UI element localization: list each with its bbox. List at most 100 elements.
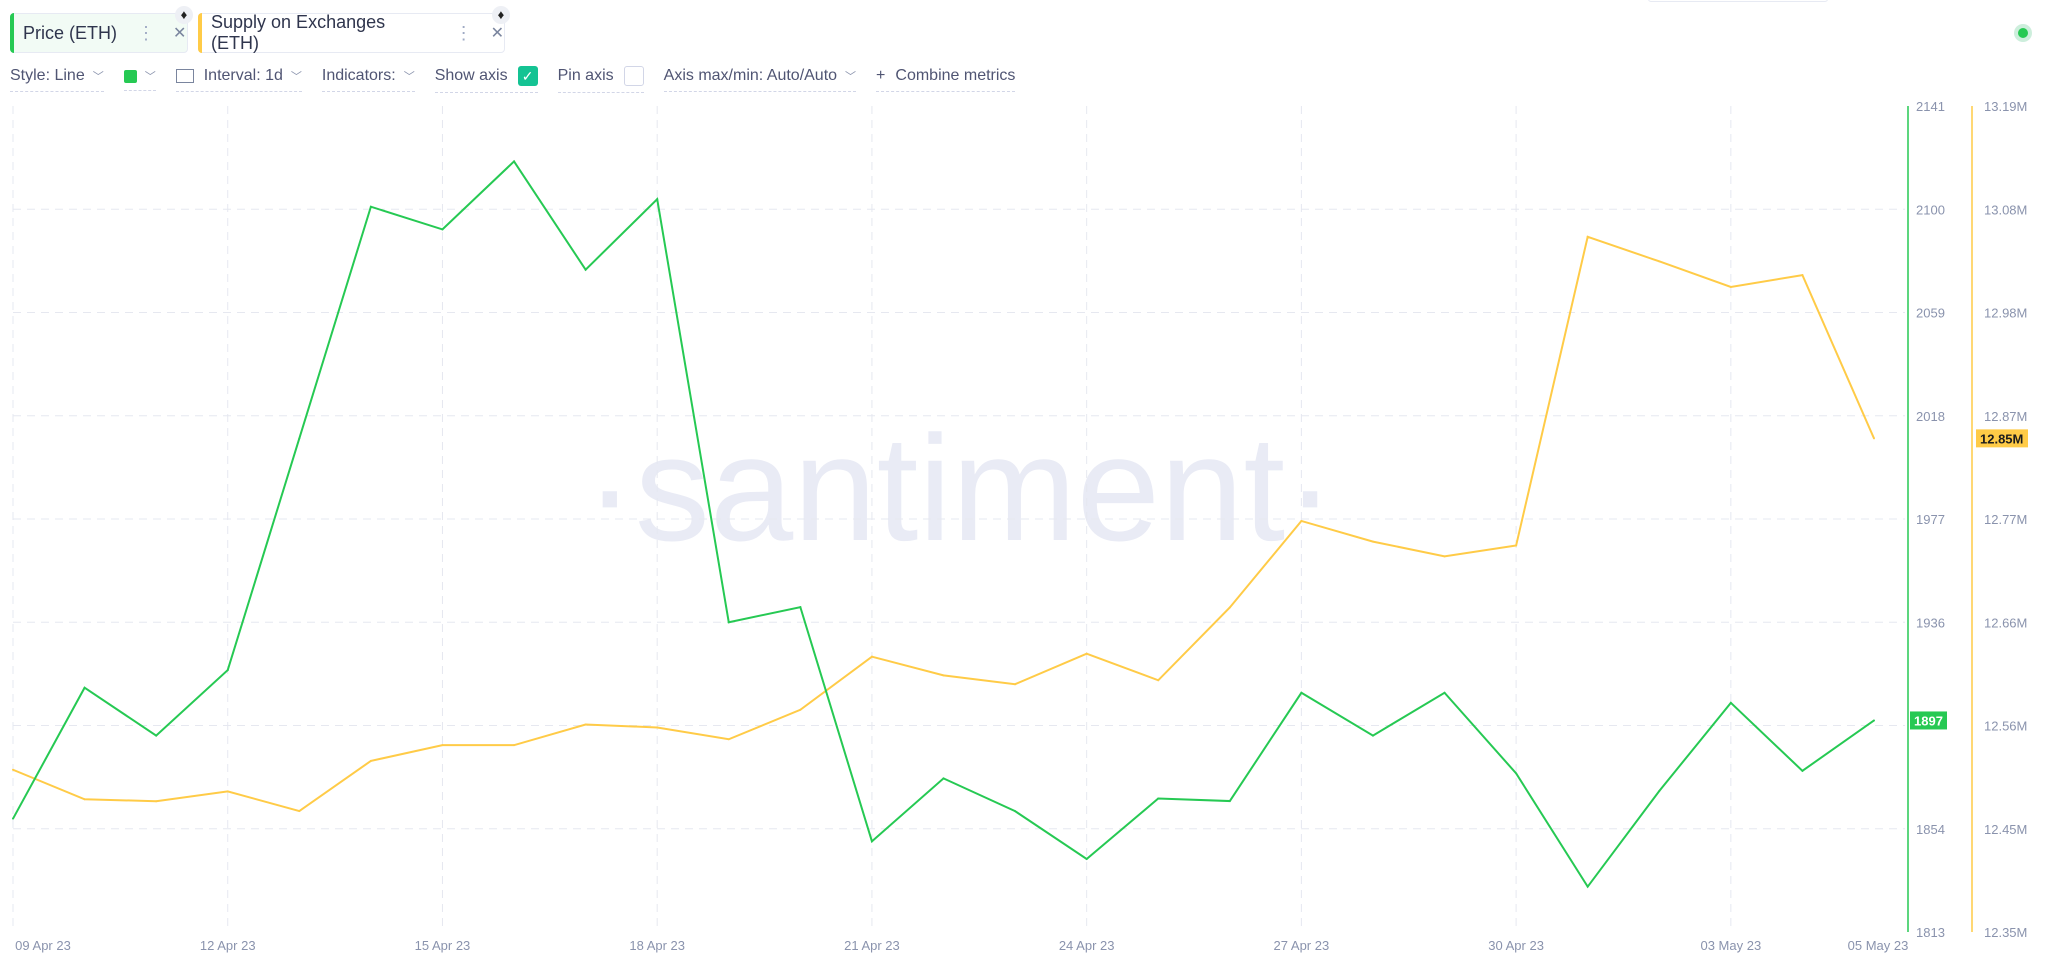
price-data-point (1371, 734, 1374, 737)
x-tick-label: 15 Apr 23 (415, 938, 471, 953)
x-tick-label: 03 May 23 (1700, 938, 1761, 953)
x-tick-label: 05 May 23 (1848, 938, 1909, 953)
price-data-point (441, 228, 444, 231)
supply-data-point (513, 744, 516, 747)
supply-data-point (83, 798, 86, 801)
metric-label: Supply on Exchanges (ETH) (211, 12, 386, 53)
supply-data-point (12, 768, 14, 771)
supply-data-point (1658, 260, 1661, 263)
color-bar (198, 13, 202, 53)
supply-data-point (1085, 652, 1088, 655)
price-data-point (298, 437, 301, 440)
checkbox-unchecked[interactable] (623, 66, 644, 86)
pin-axis-label: Pin axis (557, 67, 614, 84)
color-bar (10, 13, 14, 53)
status-indicator (2014, 24, 2032, 42)
close-icon[interactable]: ✕ (173, 25, 187, 42)
price-data-point (942, 777, 945, 780)
price-data-point (1443, 691, 1446, 694)
style-dropdown[interactable]: Style: Line ﹀ (10, 67, 104, 92)
price-data-point (1300, 691, 1303, 694)
price-data-point (1658, 789, 1661, 792)
price-data-point (12, 817, 14, 820)
interval-dropdown[interactable]: Interval: 1d ﹀ (175, 67, 302, 92)
chevron-down-icon: ﹀ (403, 71, 415, 83)
chevron-down-icon: ﹀ (144, 71, 156, 83)
price-data-point (1586, 885, 1589, 888)
combine-metrics-button[interactable]: + Combine metrics (876, 67, 1016, 92)
price-last-value-badge (1910, 711, 1947, 730)
x-tick-label: 21 Apr 23 (844, 938, 900, 953)
indicators-dropdown[interactable]: Indicators: ﹀ (321, 67, 415, 92)
supply-axis-tick: 13.08M (1984, 202, 2027, 217)
supply-data-point (942, 674, 945, 677)
supply-axis-tick: 12.35M (1984, 925, 2027, 940)
supply-data-point (369, 759, 372, 762)
supply-data-point (226, 790, 229, 793)
price-data-point (1014, 810, 1017, 813)
x-tick-label: 12 Apr 23 (200, 938, 256, 953)
price-axis-tick: 1854 (1916, 822, 1945, 837)
price-axis-tick: 1936 (1916, 615, 1945, 630)
style-label: Style: Line (10, 67, 85, 84)
chevron-down-icon: ﹀ (845, 71, 857, 83)
more-options-icon[interactable]: ⋮ (454, 22, 473, 43)
x-tick-label: 24 Apr 23 (1059, 938, 1115, 953)
price-data-point (584, 268, 587, 271)
price-data-point (1873, 719, 1875, 722)
show-axis-label: Show axis (434, 67, 508, 84)
price-data-point (83, 686, 86, 689)
watermark: ·santiment· (585, 404, 1335, 572)
pin-axis-toggle[interactable]: Pin axis (557, 66, 644, 93)
chevron-down-icon: ﹀ (92, 71, 104, 83)
chart-toolbar: Style: Line ﹀ ﹀ Interval: 1d ﹀ Indicators:… (10, 66, 1035, 93)
price-data-point (369, 205, 372, 208)
chevron-down-icon: ﹀ (290, 71, 302, 83)
supply-last-value-badge (1976, 429, 2028, 448)
supply-data-point (584, 723, 587, 726)
price-data-point (1085, 857, 1088, 860)
supply-axis-tick: 12.45M (1984, 822, 2027, 837)
supply-axis-tick: 12.98M (1984, 306, 2027, 321)
checkbox-checked[interactable]: ✓ (517, 66, 538, 86)
supply-data-point (1157, 679, 1160, 682)
price-data-point (1729, 701, 1732, 704)
price-last-value: 1897 (1914, 713, 1943, 728)
supply-data-point (1729, 285, 1732, 288)
metric-chip-supply[interactable]: Supply on Exchanges (ETH) ⋮ ✕ ♦ (198, 6, 510, 53)
show-axis-toggle[interactable]: Show axis ✓ (434, 66, 538, 93)
supply-data-point (656, 726, 659, 729)
more-options-icon[interactable]: ⋮ (137, 22, 155, 43)
color-dropdown[interactable]: ﹀ (123, 68, 156, 91)
price-data-point (1228, 800, 1231, 803)
price-data-point (727, 621, 730, 624)
price-data-point (1801, 769, 1804, 772)
supply-data-point (1371, 540, 1374, 543)
supply-axis-tick: 12.77M (1984, 512, 2027, 527)
price-data-point (155, 734, 158, 737)
supply-data-point (727, 738, 730, 741)
ethereum-icon: ♦ (175, 6, 193, 24)
axis-maxmin-dropdown[interactable]: Axis max/min: Auto/Auto ﹀ (663, 67, 857, 92)
supply-axis-tick: 12.66M (1984, 615, 2027, 630)
x-tick-label: 09 Apr 23 (15, 938, 71, 953)
x-tick-label: 30 Apr 23 (1488, 938, 1544, 953)
plus-icon: + (876, 67, 886, 84)
supply-axis-tick: 13.19M (1984, 99, 2027, 114)
x-tick-label: 27 Apr 23 (1274, 938, 1330, 953)
price-axis-tick: 1977 (1916, 512, 1945, 527)
supply-data-point (441, 744, 444, 747)
price-data-point (870, 840, 873, 843)
ethereum-icon: ♦ (492, 6, 510, 24)
metric-chip-price[interactable]: Price (ETH) ⋮ ✕ ♦ (10, 6, 193, 53)
supply-data-point (1443, 555, 1446, 558)
supply-data-point (799, 708, 802, 711)
close-icon[interactable]: ✕ (490, 25, 504, 42)
price-data-point (799, 606, 802, 609)
price-data-point (1157, 797, 1160, 800)
supply-data-point (155, 800, 158, 803)
price-axis-tick: 1813 (1916, 925, 1945, 940)
supply-data-point (870, 655, 873, 658)
interval-label: Interval: 1d (203, 67, 283, 84)
